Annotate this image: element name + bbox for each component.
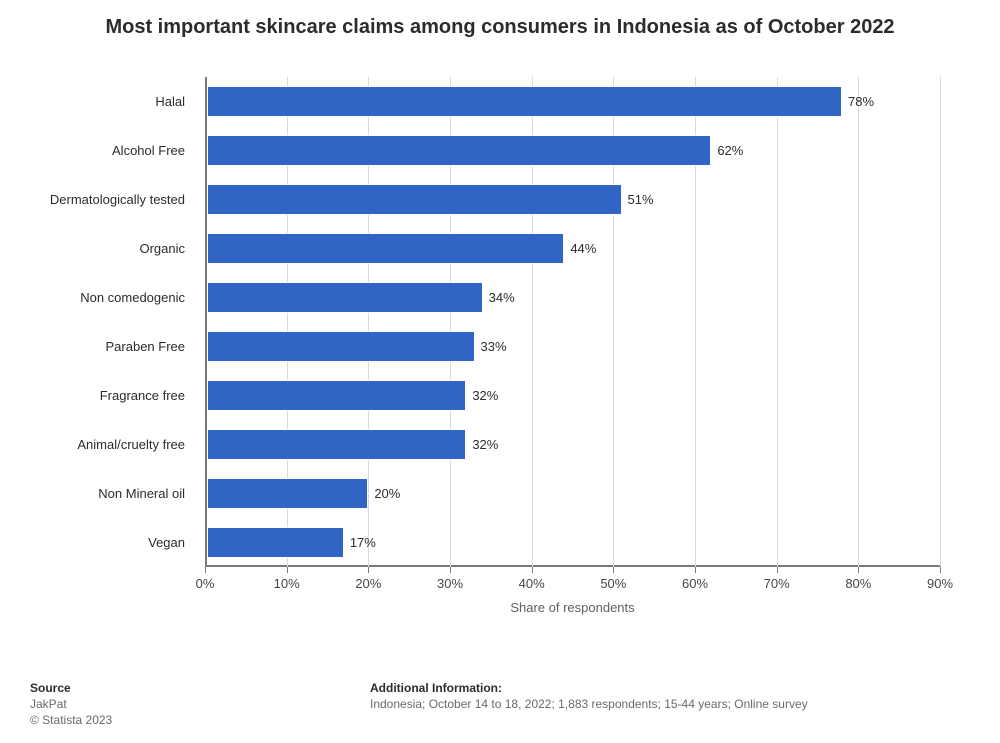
bar-value-label: 34%: [483, 290, 515, 305]
x-tick-label: 30%: [437, 576, 463, 591]
copyright: © Statista 2023: [30, 713, 210, 727]
x-tick-label: 20%: [355, 576, 381, 591]
bar: [207, 135, 711, 166]
x-tick-label: 50%: [600, 576, 626, 591]
category-label: Fragrance free: [25, 388, 195, 403]
category-label: Organic: [25, 241, 195, 256]
x-tick-mark: [532, 567, 533, 573]
source-block: Source JakPat © Statista 2023: [30, 681, 210, 727]
bar: [207, 527, 344, 558]
category-label: Paraben Free: [25, 339, 195, 354]
bar-row: Vegan17%: [205, 527, 940, 558]
x-tick-label: 40%: [519, 576, 545, 591]
source-body: JakPat: [30, 697, 210, 711]
x-tick-label: 70%: [764, 576, 790, 591]
plot-area: 0%10%20%30%40%50%60%70%80%90%Halal78%Alc…: [205, 77, 940, 567]
x-axis-line: [205, 565, 940, 567]
x-tick-label: 10%: [274, 576, 300, 591]
category-label: Dermatologically tested: [25, 192, 195, 207]
bar: [207, 380, 466, 411]
x-tick-label: 60%: [682, 576, 708, 591]
chart-footer: Source JakPat © Statista 2023 Additional…: [30, 681, 970, 727]
bar-row: Organic44%: [205, 233, 940, 264]
gridline: [940, 77, 941, 567]
x-tick-label: 0%: [196, 576, 215, 591]
bar-row: Non comedogenic34%: [205, 282, 940, 313]
bar-row: Paraben Free33%: [205, 331, 940, 362]
x-tick-mark: [287, 567, 288, 573]
bar: [207, 282, 483, 313]
bar-value-label: 17%: [344, 535, 376, 550]
chart-title: Most important skincare claims among con…: [0, 0, 1000, 47]
bar-value-label: 32%: [466, 388, 498, 403]
category-label: Non Mineral oil: [25, 486, 195, 501]
bar-row: Non Mineral oil20%: [205, 478, 940, 509]
page: Most important skincare claims among con…: [0, 0, 1000, 743]
bar-value-label: 62%: [711, 143, 743, 158]
bar-value-label: 51%: [622, 192, 654, 207]
x-tick-mark: [940, 567, 941, 573]
x-tick-mark: [695, 567, 696, 573]
bar-row: Halal78%: [205, 86, 940, 117]
bar: [207, 331, 475, 362]
bar: [207, 184, 622, 215]
info-heading: Additional Information:: [370, 681, 808, 695]
bar: [207, 233, 564, 264]
bar-row: Fragrance free32%: [205, 380, 940, 411]
bar-value-label: 33%: [475, 339, 507, 354]
bar-value-label: 20%: [368, 486, 400, 501]
x-tick-mark: [450, 567, 451, 573]
x-tick-mark: [858, 567, 859, 573]
x-tick-mark: [777, 567, 778, 573]
bar-row: Animal/cruelty free32%: [205, 429, 940, 460]
x-tick-mark: [205, 567, 206, 573]
x-axis-label: Share of respondents: [205, 600, 940, 615]
bar-value-label: 44%: [564, 241, 596, 256]
info-body: Indonesia; October 14 to 18, 2022; 1,883…: [370, 697, 808, 711]
category-label: Halal: [25, 94, 195, 109]
bar: [207, 478, 368, 509]
category-label: Vegan: [25, 535, 195, 550]
x-tick-mark: [368, 567, 369, 573]
chart: 0% 10% 20% 30% 40% 50% 60% 70% 80% 90% Halal78% Alc…: [30, 67, 970, 627]
bar-row: Alcohol Free62%: [205, 135, 940, 166]
bar-row: Dermatologically tested51%: [205, 184, 940, 215]
category-label: Non comedogenic: [25, 290, 195, 305]
info-block: Additional Information: Indonesia; Octob…: [370, 681, 808, 727]
x-tick-mark: [613, 567, 614, 573]
category-label: Alcohol Free: [25, 143, 195, 158]
bar: [207, 86, 842, 117]
category-label: Animal/cruelty free: [25, 437, 195, 452]
bar: [207, 429, 466, 460]
x-tick-label: 80%: [845, 576, 871, 591]
bar-value-label: 32%: [466, 437, 498, 452]
x-tick-label: 90%: [927, 576, 953, 591]
source-heading: Source: [30, 681, 210, 695]
bar-value-label: 78%: [842, 94, 874, 109]
